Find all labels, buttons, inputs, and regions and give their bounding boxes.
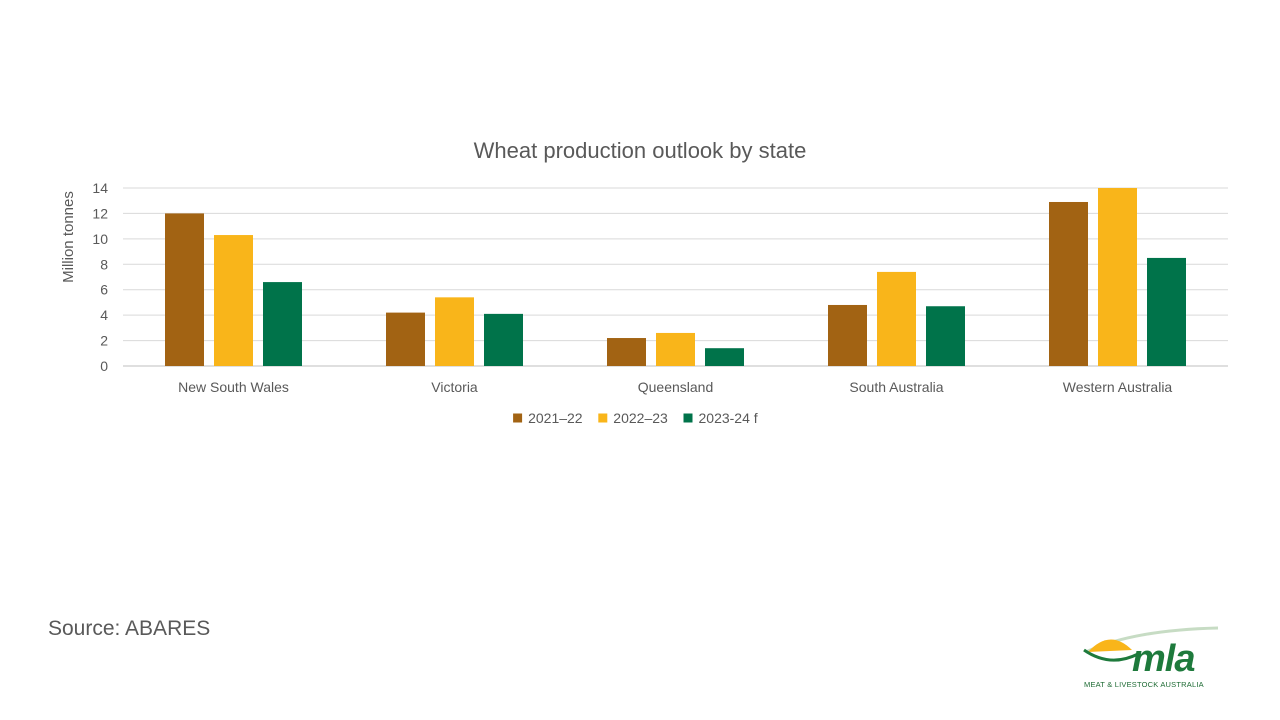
- bar: [1147, 257, 1186, 366]
- bar: [435, 297, 474, 366]
- bar: [165, 213, 204, 366]
- y-tick-label: 12: [92, 205, 108, 221]
- bar: [656, 332, 695, 366]
- x-category-label: South Australia: [849, 379, 943, 395]
- legend-swatch: [513, 413, 523, 423]
- bar: [926, 306, 965, 366]
- legend-label: 2023-24 f: [699, 410, 758, 426]
- bars: [165, 188, 1186, 366]
- bar: [1049, 201, 1088, 366]
- bar: [1098, 188, 1137, 366]
- x-category-label: Victoria: [431, 379, 478, 395]
- bar: [386, 312, 425, 366]
- bar: [877, 271, 916, 366]
- mla-logo: mla MEAT & LIVESTOCK AUSTRALIA: [1080, 624, 1222, 694]
- x-category-label: New South Wales: [178, 379, 289, 395]
- source-note: Source: ABARES: [48, 617, 211, 640]
- y-axis-label: Million tonnes: [60, 191, 77, 283]
- y-tick-label: 8: [100, 256, 108, 272]
- legend-label: 2021–22: [528, 410, 583, 426]
- y-axis-ticks: 0 2 4 6 8 10 12 14: [92, 180, 108, 374]
- category-labels: New South Wales Victoria Queensland South A…: [178, 379, 1172, 395]
- logo-graphic: [1083, 626, 1219, 662]
- gridlines: [123, 187, 1228, 367]
- legend-label: 2022–23: [613, 410, 668, 426]
- x-category-label: Western Australia: [1063, 379, 1173, 395]
- bar: [705, 348, 744, 366]
- x-category-label: Queensland: [638, 379, 714, 395]
- bar: [214, 235, 253, 366]
- y-tick-label: 14: [92, 180, 108, 196]
- y-tick-label: 10: [92, 231, 108, 247]
- chart-title: Wheat production outlook by state: [474, 138, 807, 163]
- bar: [607, 338, 646, 366]
- y-tick-label: 2: [100, 333, 108, 349]
- y-tick-label: 0: [100, 358, 108, 374]
- bar: [484, 313, 523, 366]
- y-tick-label: 6: [100, 282, 108, 298]
- legend-swatch: [683, 413, 693, 423]
- bar: [828, 304, 867, 366]
- logo-tagline: MEAT & LIVESTOCK AUSTRALIA: [1084, 680, 1204, 689]
- logo-wordmark: mla: [1132, 638, 1195, 680]
- y-tick-label: 4: [100, 307, 108, 323]
- legend: 2021–22 2022–23 2023-24 f: [513, 410, 758, 426]
- legend-swatch: [598, 413, 608, 423]
- bar: [263, 282, 302, 366]
